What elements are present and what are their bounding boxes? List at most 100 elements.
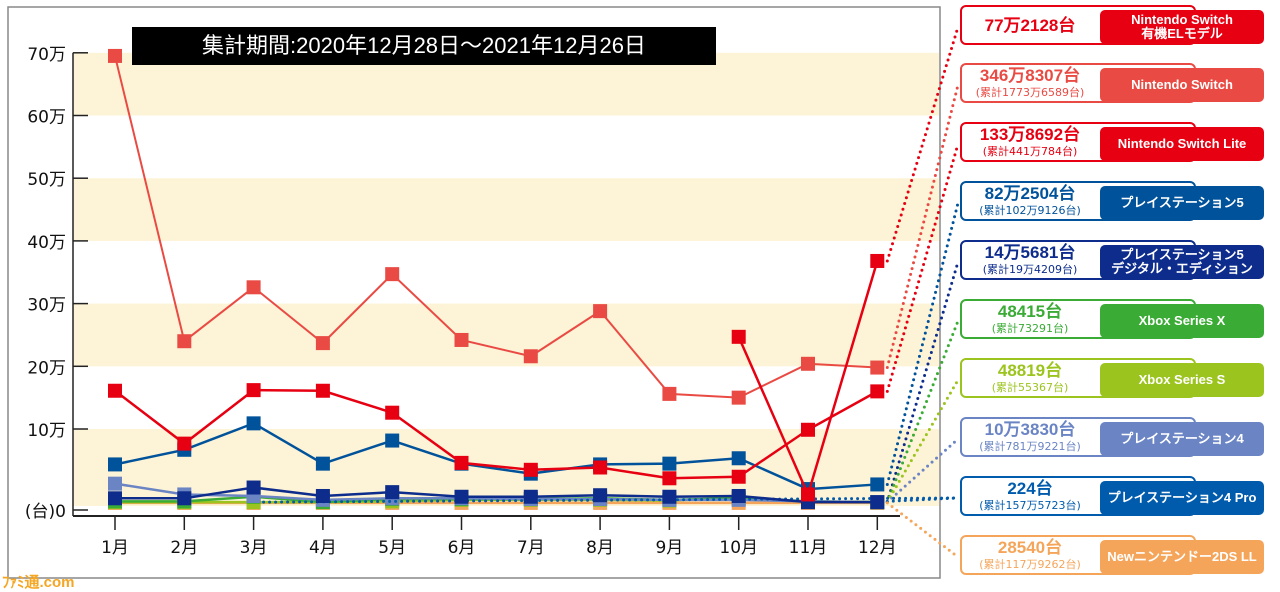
series-line	[262, 496, 960, 504]
data-point	[662, 471, 677, 486]
legend-item: 77万2128台 Nintendo Switch 有機ELモデル	[960, 5, 1266, 49]
legend-item: 82万2504台 (累計102万9126台) プレイステーション5	[960, 181, 1266, 225]
data-point	[801, 422, 815, 437]
legend-total: 28540台	[997, 538, 1063, 557]
series-line	[114, 388, 878, 480]
data-point	[177, 334, 192, 349]
grid-band	[73, 303, 939, 367]
legend-total: 82万2504台	[984, 184, 1076, 203]
data-point	[177, 491, 192, 506]
data-point	[870, 495, 885, 510]
data-point	[108, 383, 122, 398]
series-2	[108, 383, 885, 486]
x-tick-label: 10月	[719, 538, 758, 558]
legend-item: 28540台 (累計117万9262台) Newニンテンドー2DS LL	[960, 535, 1266, 579]
legend-platform-name: Nintendo Switch Lite	[1100, 127, 1264, 161]
connector-line	[885, 83, 960, 370]
data-point	[801, 487, 815, 502]
y-tick-label: 70万	[27, 45, 66, 65]
legend-platform-name: プレイステーション4	[1100, 422, 1264, 456]
data-point	[385, 267, 400, 282]
x-tick-label: 12月	[858, 538, 897, 558]
legend-platform-name: Newニンテンドー2DS LL	[1100, 540, 1264, 574]
data-point	[108, 457, 122, 472]
legend-cumulative: (累計1773万6589台)	[975, 86, 1085, 99]
data-point	[108, 48, 122, 63]
legend-cumulative: (累計19万4209台)	[982, 263, 1078, 276]
connector-line	[885, 25, 960, 263]
data-point	[593, 304, 608, 319]
legend-platform-name: Xbox Series S	[1100, 363, 1264, 397]
series-line	[114, 421, 878, 491]
data-point	[454, 455, 469, 470]
legend-item: 224台 (累計157万5723台) プレイステーション4 Pro	[960, 476, 1266, 520]
legend-cumulative: (累計157万5723台)	[979, 499, 1081, 512]
y-tick-label: 30万	[27, 296, 66, 316]
data-point	[662, 386, 677, 401]
x-tick-label: 5月	[378, 538, 406, 558]
x-tick-label: 3月	[240, 538, 268, 558]
legend-item: 346万8307台 (累計1773万6589台) Nintendo Switch	[960, 63, 1266, 107]
legend-platform-name: プレイステーション4 Pro	[1100, 481, 1264, 515]
legend-total: 224台	[1007, 479, 1053, 498]
legend-total: 48819台	[997, 361, 1063, 380]
data-point	[315, 383, 330, 398]
data-point	[731, 469, 746, 484]
data-point	[385, 433, 400, 448]
legend-item: 14万5681台 (累計19万4209台) プレイステーション5 デジタル・エデ…	[960, 240, 1266, 284]
y-tick-label: 60万	[27, 108, 66, 128]
data-point	[315, 488, 330, 503]
x-tick-label: 7月	[517, 538, 545, 558]
data-point	[385, 485, 400, 500]
connector-line	[885, 501, 960, 559]
legend-platform-name: プレイステーション5	[1100, 186, 1264, 220]
legend-total: 133万8692台	[979, 125, 1081, 144]
x-tick-label: 6月	[448, 538, 476, 558]
x-tick-label: 8月	[586, 538, 614, 558]
series-line	[115, 486, 878, 504]
legend-cumulative: (累計117万9262台)	[979, 558, 1081, 571]
legend-item: 133万8692台 (累計441万784台) Nintendo Switch L…	[960, 122, 1266, 166]
connector-line	[885, 260, 960, 504]
data-point	[523, 349, 538, 364]
connector-line	[885, 437, 960, 504]
y-tick-label: 40万	[27, 233, 66, 253]
famitsu-logo: ﾌｧﾐ通.com	[2, 574, 75, 591]
legend-total: 14万5681台	[984, 243, 1076, 262]
legend-cumulative: (累計102万9126台)	[979, 204, 1081, 217]
legend-total: 48415台	[997, 302, 1063, 321]
data-point	[315, 336, 330, 351]
connector-line	[885, 201, 960, 486]
x-tick-label: 2月	[170, 538, 198, 558]
y-tick-label: 10万	[27, 421, 66, 441]
legend-cumulative: (累計441万784台)	[982, 145, 1078, 158]
data-point	[870, 253, 885, 268]
legend-platform-name: Xbox Series X	[1100, 304, 1264, 338]
legend-item: 10万3830台 (累計781万9221台) プレイステーション4	[960, 417, 1266, 461]
data-point	[870, 384, 885, 399]
data-point	[108, 491, 122, 506]
data-point	[177, 436, 192, 451]
data-point	[731, 488, 746, 503]
data-point	[385, 405, 400, 420]
legend-total: 346万8307台	[979, 66, 1081, 85]
data-point	[246, 480, 261, 495]
legend-platform-name: Nintendo Switch	[1100, 68, 1264, 102]
data-point	[246, 416, 261, 431]
data-point	[454, 489, 469, 504]
data-point	[731, 451, 746, 466]
connector-line	[885, 142, 960, 393]
legend-cumulative: (累計73291台)	[991, 322, 1069, 335]
data-point	[870, 477, 885, 492]
y-tick-label: 20万	[27, 358, 66, 378]
y-tick-label: (台)0	[25, 502, 66, 522]
data-point	[246, 280, 261, 295]
data-point	[108, 476, 122, 491]
series-line	[114, 55, 878, 399]
legend-platform-name: プレイステーション5 デジタル・エディション	[1100, 245, 1264, 279]
series-1	[108, 48, 885, 405]
data-point	[523, 489, 538, 504]
legend-platform-name: Nintendo Switch 有機ELモデル	[1100, 10, 1264, 44]
data-point	[593, 460, 608, 475]
grid-band	[73, 178, 939, 241]
